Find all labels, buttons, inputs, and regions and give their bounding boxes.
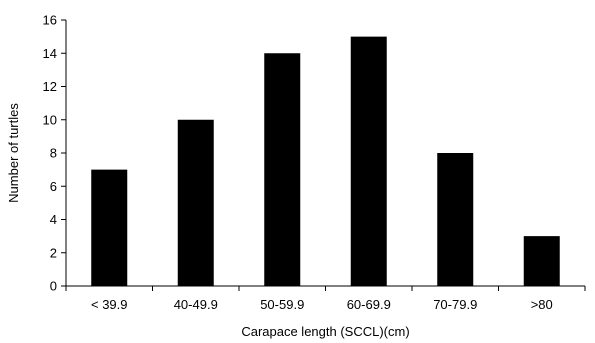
bars (91, 36, 560, 286)
x-tick-label: 50-59.9 (260, 297, 304, 312)
x-axis-ticks: < 39.9 40-49.9 50-59.9 60-69.9 70-79.9 >80 (65, 286, 586, 312)
x-tick-label: < 39.9 (91, 297, 128, 312)
y-tick-label: 8 (50, 146, 57, 161)
bar (264, 53, 301, 286)
y-tick-label: 0 (50, 279, 57, 294)
x-tick-label: 70-79.9 (433, 297, 477, 312)
bar (177, 119, 214, 286)
x-tick-label: 40-49.9 (174, 297, 218, 312)
y-tick-label: 6 (50, 179, 57, 194)
bar (91, 169, 128, 286)
y-tick-label: 14 (43, 46, 57, 61)
bar (437, 153, 474, 286)
y-axis-title: Number of turtles (6, 103, 21, 203)
y-tick-label: 10 (43, 112, 57, 127)
y-tick-label: 2 (50, 245, 57, 260)
x-tick-label: 60-69.9 (347, 297, 391, 312)
y-tick-label: 16 (43, 13, 57, 28)
y-axis-ticks: 0 2 4 6 8 10 12 14 16 (43, 13, 66, 294)
x-axis-title: Carapace length (SCCL)(cm) (241, 324, 409, 339)
y-tick-label: 12 (43, 79, 57, 94)
bar (523, 236, 560, 286)
x-tick-label: >80 (531, 297, 553, 312)
y-tick-label: 4 (50, 212, 57, 227)
bar (350, 36, 387, 286)
